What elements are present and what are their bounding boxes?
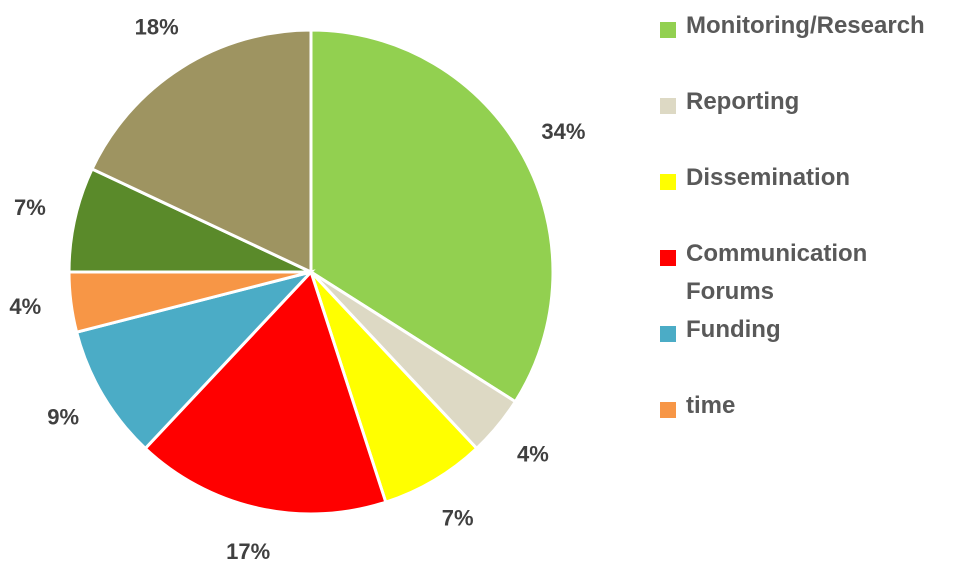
legend-swatch: [660, 402, 676, 418]
legend-item: Communication Forums: [660, 240, 970, 311]
legend-swatch: [660, 250, 676, 266]
pie-slice: [74, 269, 316, 451]
legend-label: Reporting: [686, 88, 800, 115]
data-label: 9%: [47, 404, 79, 429]
legend-item: time: [660, 392, 970, 425]
data-label: 4%: [517, 441, 549, 466]
legend-swatch: [660, 326, 676, 342]
legend-swatch: [660, 98, 676, 114]
pie-slice: [309, 270, 479, 505]
legend-label: Dissemination: [686, 164, 851, 191]
legend-item: Monitoring/Research: [660, 12, 970, 45]
legend-label: time: [686, 392, 736, 419]
data-label: 7%: [442, 506, 474, 531]
pie-slice: [67, 166, 312, 274]
legend-item: Dissemination: [660, 164, 970, 197]
legend-label: Monitoring/Research: [686, 12, 925, 39]
data-label: 4%: [9, 294, 41, 319]
pie-slice: [143, 269, 388, 516]
legend-item: Reporting: [660, 88, 970, 121]
data-label: 7%: [14, 195, 46, 220]
data-label: 34%: [541, 119, 585, 144]
pie-slice: [90, 28, 313, 275]
legend-swatch: [660, 174, 676, 190]
data-label: 17%: [226, 539, 270, 564]
legend-label: Funding: [686, 316, 781, 343]
legend-swatch: [660, 22, 676, 38]
data-label: 18%: [135, 15, 179, 40]
legend-item: Funding: [660, 316, 970, 349]
legend-label: Communication Forums: [686, 240, 868, 305]
